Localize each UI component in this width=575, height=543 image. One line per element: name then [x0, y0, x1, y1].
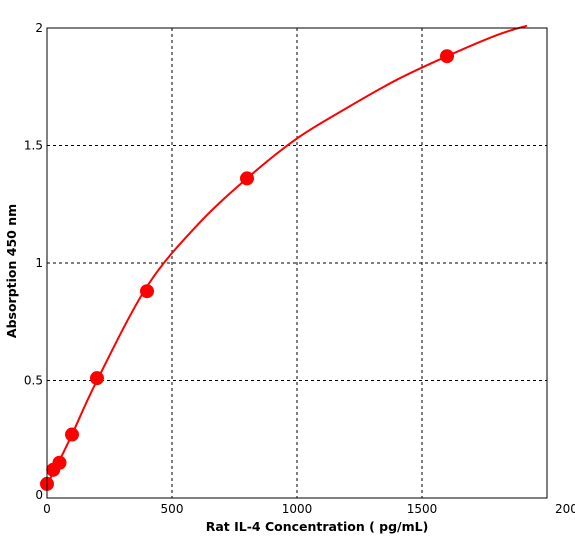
data-point	[140, 284, 154, 299]
data-point	[65, 427, 79, 442]
x-tick-label: 0	[43, 502, 51, 516]
data-point	[440, 49, 454, 64]
y-axis-label: Absorption 450 nm	[4, 204, 19, 338]
y-tick-label: 0	[35, 488, 43, 502]
y-tick-label: 0.5	[24, 374, 43, 388]
grid-lines	[47, 28, 547, 498]
data-point	[90, 371, 104, 386]
data-point	[240, 171, 254, 186]
data-point	[52, 455, 67, 470]
plot-frame	[46, 27, 548, 499]
x-tick-label: 1500	[407, 502, 438, 516]
x-tick-label: 1000	[282, 502, 313, 516]
y-tick-label: 1.5	[24, 139, 43, 153]
y-tick-label: 1	[35, 256, 43, 270]
x-tick-label: 500	[161, 502, 184, 516]
y-tick-label: 2	[35, 21, 43, 35]
x-axis-label: Rat IL-4 Concentration ( pg/mL)	[206, 519, 429, 534]
